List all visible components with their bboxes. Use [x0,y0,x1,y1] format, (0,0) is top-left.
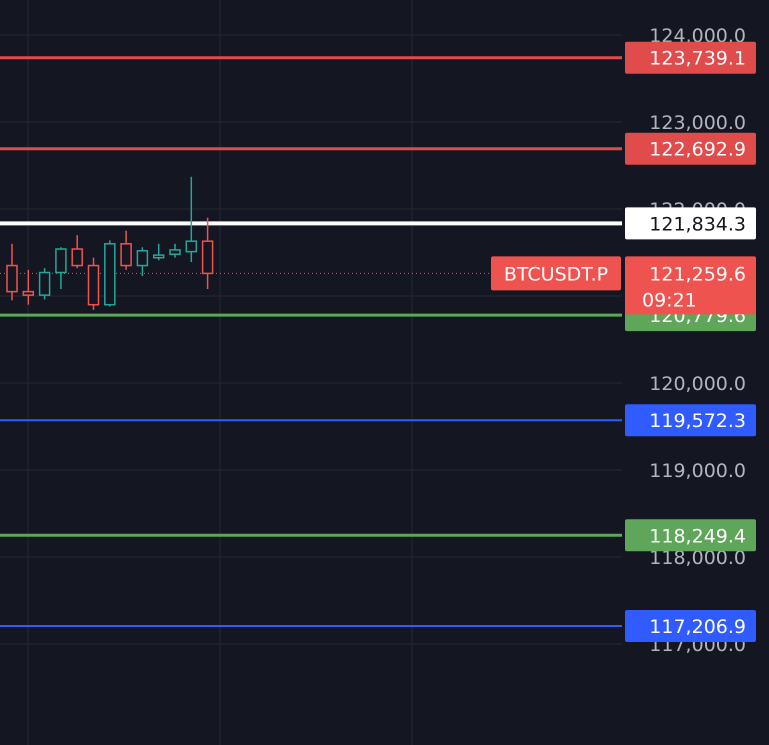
candle-body [38,271,51,296]
grid-lines [0,0,622,745]
y-tick-label: 124,000.0 [649,25,746,47]
candle-body [55,248,67,274]
candle-body [87,264,100,306]
level-labels: 125,095.1123,739.1122,692.9121,834.3120,… [491,41,756,642]
countdown-label: 09:21 [642,289,697,311]
y-tick-label: 119,000.0 [649,460,746,482]
level-price-label-box [625,41,756,74]
candle-body [152,254,165,259]
level-price-label: 118,249.4 [649,525,746,547]
level-price-label: 122,692.9 [649,139,746,161]
price-levels [0,56,622,627]
candle-body [6,264,18,293]
level-price-label: 121,834.3 [649,213,746,235]
candle-body [169,249,181,255]
candle-body [201,240,214,275]
level-price-label: 123,739.1 [649,48,746,70]
candles [6,176,214,310]
level-price-label: 117,206.9 [649,616,746,638]
level-price-label-box [625,609,756,642]
y-tick-label: 120,000.0 [649,373,746,395]
last-price-label-box [625,256,756,315]
level-price-label: 119,572.3 [649,410,746,432]
symbol-label-box [491,256,621,291]
level-price-label-box [625,132,756,165]
level-price-label-box [625,207,756,240]
candle-body [120,243,132,267]
candle-body [71,248,83,267]
candle-body [104,243,116,306]
last-price-label: 121,259.6 [649,263,746,285]
candle-body [22,290,35,296]
candle-body [185,240,198,253]
y-tick-label: 123,000.0 [649,112,746,134]
candle-body [136,250,149,267]
y-tick-label: 118,000.0 [649,547,746,569]
level-price-label-box [625,404,756,437]
level-price-label-box [625,519,756,552]
symbol-label: BTCUSDT.P [504,263,608,285]
